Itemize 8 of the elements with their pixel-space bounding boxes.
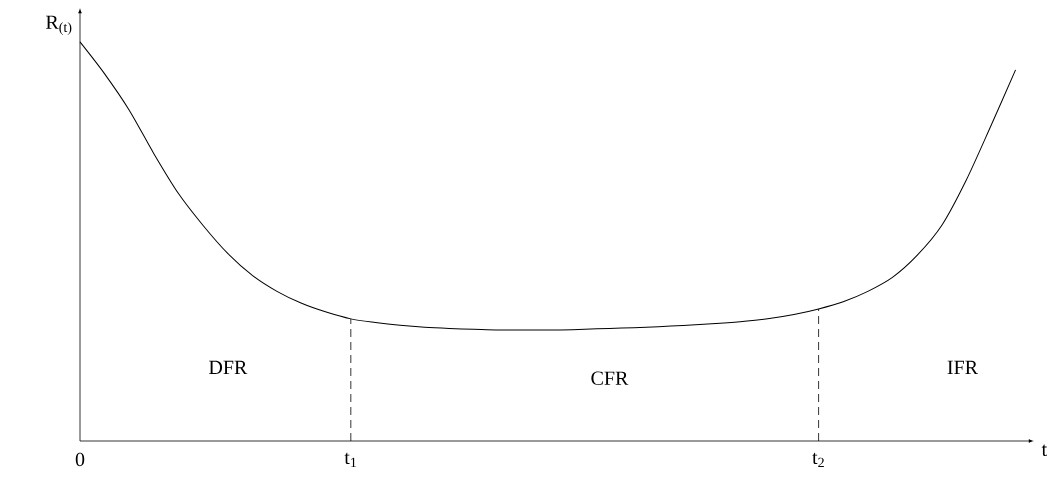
- x-tick-label: t$_{2}$: [812, 452, 824, 468]
- x-tick-label: t$_{1}$: [344, 452, 357, 468]
- x-tick-label: 0: [75, 452, 85, 467]
- annotation: IFR: [947, 360, 978, 374]
- y-axis-title: R$_{(t)}$: [46, 15, 72, 35]
- x-axis-title: t: [1041, 444, 1047, 456]
- annotation: DFR: [209, 360, 248, 374]
- annotation: CFR: [591, 371, 629, 385]
